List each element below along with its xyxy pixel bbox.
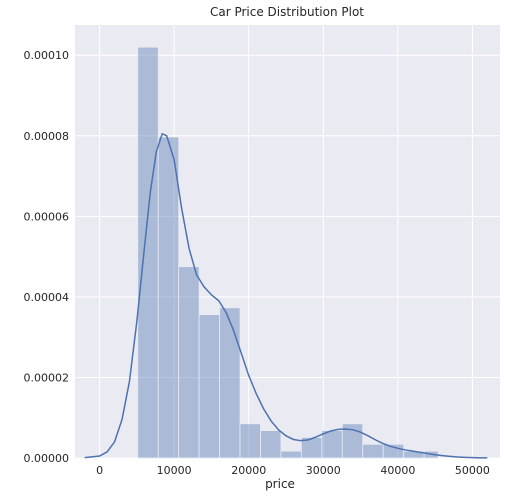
- x-tick-labels: 0 10000 20000 30000 40000 50000: [96, 464, 490, 477]
- x-tick-label: 50000: [455, 464, 490, 477]
- y-tick-label: 0.00002: [24, 371, 70, 384]
- y-tick-label: 0.00008: [24, 130, 70, 143]
- chart-title: Car Price Distribution Plot: [210, 5, 364, 19]
- histogram-bar: [281, 451, 301, 458]
- histogram-bar: [199, 315, 219, 458]
- histogram-bar: [363, 444, 383, 458]
- x-tick-label: 10000: [157, 464, 192, 477]
- x-axis-label: price: [265, 477, 295, 491]
- y-tick-label: 0.00004: [24, 291, 70, 304]
- x-tick-label: 0: [96, 464, 103, 477]
- histogram-bar: [138, 47, 158, 458]
- y-tick-labels: 0.00000 0.00002 0.00004 0.00006 0.00008 0.000…: [24, 49, 70, 465]
- histogram-bar: [260, 431, 280, 458]
- histogram-bar: [240, 424, 260, 458]
- histogram-bar: [179, 267, 199, 458]
- y-tick-label: 0.00010: [24, 49, 70, 62]
- x-tick-label: 20000: [231, 464, 266, 477]
- x-tick-label: 30000: [306, 464, 341, 477]
- y-tick-label: 0.00000: [24, 452, 70, 465]
- histogram-bar: [158, 137, 178, 458]
- x-tick-label: 40000: [380, 464, 415, 477]
- histogram-bar: [322, 431, 342, 458]
- y-tick-label: 0.00006: [24, 210, 70, 223]
- histogram-bar: [220, 308, 240, 458]
